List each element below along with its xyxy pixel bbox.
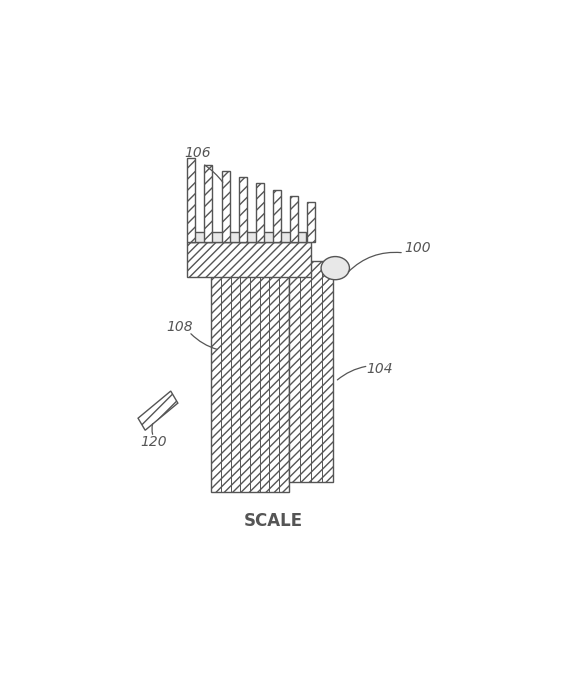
Bar	[211, 261, 289, 492]
Polygon shape	[187, 158, 195, 242]
Polygon shape	[256, 184, 264, 242]
Text: 100: 100	[404, 240, 431, 255]
Bar	[191, 232, 307, 242]
Polygon shape	[239, 177, 247, 242]
Text: 108: 108	[167, 320, 193, 333]
Text: 120: 120	[140, 435, 167, 449]
Polygon shape	[273, 190, 281, 242]
Text: SCALE: SCALE	[244, 512, 303, 530]
Text: 106: 106	[185, 146, 211, 160]
Bar	[289, 261, 333, 482]
Text: 104: 104	[366, 361, 393, 376]
Bar	[187, 242, 311, 277]
Polygon shape	[138, 391, 178, 430]
Ellipse shape	[321, 257, 349, 280]
Polygon shape	[204, 165, 212, 242]
Polygon shape	[307, 202, 315, 242]
Polygon shape	[221, 171, 229, 242]
Polygon shape	[290, 196, 298, 242]
